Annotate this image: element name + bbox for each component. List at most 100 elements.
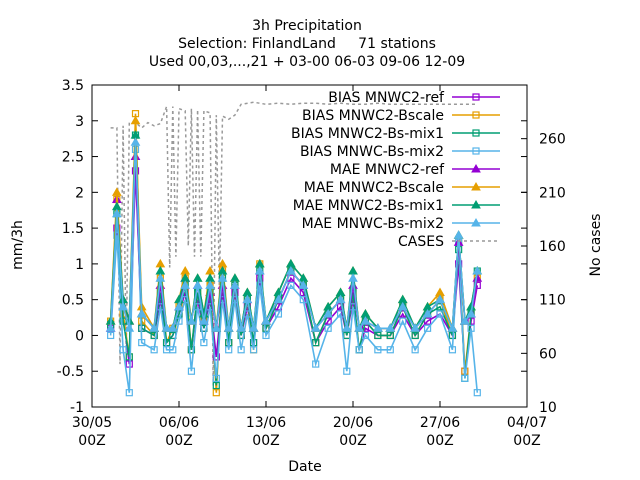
data-point (374, 346, 382, 354)
data-point (254, 266, 265, 275)
data-point (119, 346, 127, 354)
y-axis-label: mm/3h (10, 220, 26, 270)
legend-entry: MAE MNWC2-ref (330, 162, 500, 178)
data-point (447, 323, 458, 332)
data-point (386, 331, 394, 340)
data-point (212, 374, 220, 382)
axes: -1 -0.5 0 0.5 1 1.5 2 2.5 3 3.5 10 60 110 160 210 260 30… (57, 78, 566, 449)
data-point (287, 281, 295, 289)
y2-tick-label: 110 (539, 293, 566, 309)
data-point (205, 273, 215, 282)
data-point (310, 323, 321, 332)
legend-label: MAE MNWC2-ref (330, 162, 445, 178)
y-tick-label: 1 (75, 257, 84, 273)
data-point (111, 201, 122, 211)
legend-label: MAE MNWC2-Bs-mix1 (293, 198, 444, 214)
data-point (118, 301, 128, 311)
data-point (180, 280, 191, 289)
data-point (461, 374, 469, 382)
data-point (155, 273, 166, 282)
data-point (249, 346, 258, 354)
legend-swatch-marker (472, 111, 480, 119)
data-point (230, 273, 240, 282)
data-point (155, 258, 166, 268)
chart-title: 3h Precipitation Selection: FinlandLand … (149, 18, 465, 70)
data-point (169, 346, 177, 354)
data-point (167, 323, 178, 332)
data-point (125, 353, 133, 361)
data-point (242, 294, 253, 304)
data-point (200, 339, 208, 347)
y-tick-label: 3.5 (62, 78, 84, 94)
data-point (374, 331, 382, 340)
y-tick-label: 2 (75, 185, 84, 201)
y-tick-label: 3 (75, 114, 84, 130)
title-line-1: 3h Precipitation (252, 18, 362, 34)
y2-axis-label: No cases (588, 214, 604, 277)
data-point (472, 266, 483, 275)
series-8 (110, 101, 478, 386)
y-tick-label: 2.5 (62, 150, 84, 166)
data-point (261, 316, 271, 325)
data-point (323, 308, 334, 318)
legend-swatch-marker (471, 181, 481, 191)
data-point (459, 316, 470, 325)
y2-tick-label: 10 (539, 400, 557, 416)
data-point (130, 137, 141, 146)
data-point (411, 346, 419, 354)
legend-entry: CASES (398, 234, 500, 250)
data-point (298, 280, 309, 289)
data-point (155, 266, 166, 275)
legend-swatch-marker (471, 217, 481, 227)
data-point (212, 381, 220, 390)
cases-series (110, 101, 478, 386)
y-tick-label: 0 (75, 328, 84, 344)
legend-entry: MAE MNWC2-Bs-mix1 (293, 198, 500, 214)
y2-tick-label: 260 (539, 132, 566, 148)
x-tick-label-hour: 00Z (78, 433, 105, 449)
data-point (205, 266, 215, 275)
data-point (248, 323, 259, 332)
data-point (111, 187, 122, 196)
data-point (174, 301, 184, 311)
legend-entry: BIAS MNWC2-ref (328, 90, 500, 106)
data-point (111, 208, 122, 218)
data-point (138, 339, 146, 347)
data-point (423, 317, 432, 325)
data-point (130, 115, 141, 125)
data-point (105, 323, 116, 332)
data-point (436, 310, 444, 318)
data-point (125, 389, 133, 397)
x-tick-label-date: 04/07 (507, 415, 547, 431)
x-tick-label-hour: 00Z (426, 433, 453, 449)
data-point (150, 331, 158, 340)
y2-tick-label: 210 (539, 185, 566, 201)
x-tick-label-hour: 00Z (252, 433, 279, 449)
x-tick-label-date: 30/05 (72, 415, 112, 431)
legend-swatch-marker (471, 163, 481, 173)
data-point (161, 323, 172, 332)
data-point (211, 323, 222, 332)
data-point (354, 323, 365, 332)
data-point (242, 287, 253, 297)
legend-label: BIAS MNWC2-Bscale (302, 108, 444, 124)
legend-label: MAE MNWC2-Bscale (304, 180, 444, 196)
legend-label: BIAS MNWC-Bs-mix2 (300, 144, 444, 160)
data-point (435, 287, 445, 297)
x-tick-label-date: 06/06 (159, 415, 199, 431)
legend-entry: MAE MNWC2-Bscale (304, 180, 500, 196)
legend-swatch-marker (472, 93, 480, 101)
data-point (343, 367, 351, 375)
y-tick-label: -1 (70, 400, 84, 416)
legend-swatch-marker (472, 129, 480, 137)
data-point (230, 280, 240, 289)
legend-label: BIAS MNWC2-ref (328, 90, 445, 106)
data-point (237, 346, 245, 354)
series-3 (107, 145, 481, 397)
legend-entry: BIAS MNWC-Bs-mix2 (300, 144, 500, 160)
data-point (217, 273, 228, 282)
data-point (150, 346, 158, 354)
data-point (187, 346, 196, 354)
